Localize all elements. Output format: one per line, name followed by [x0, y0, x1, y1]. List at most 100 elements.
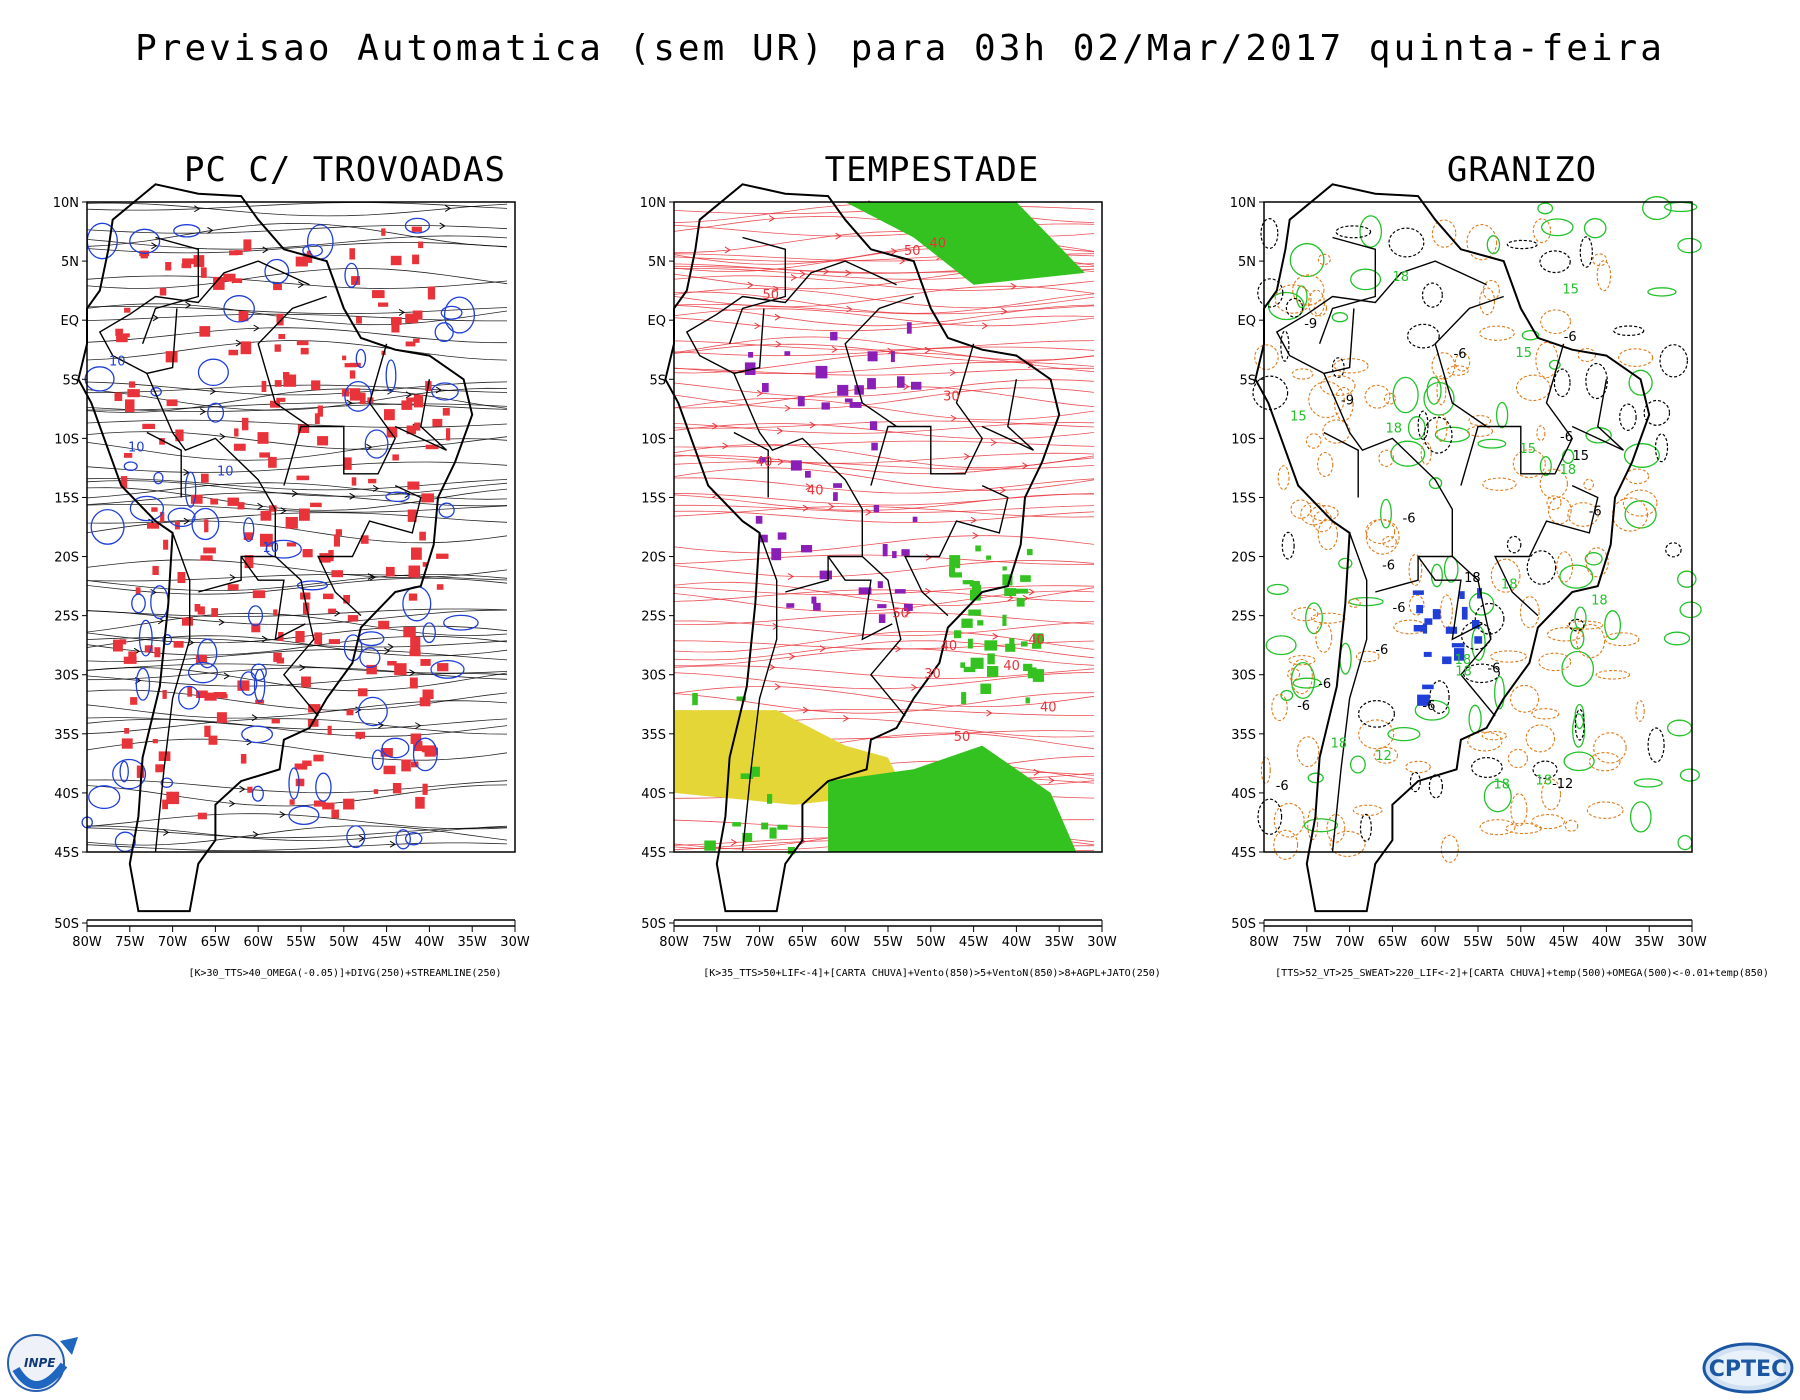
contour	[1525, 724, 1556, 753]
shaded-cell	[755, 515, 763, 524]
country-border	[741, 532, 778, 853]
shaded-cell	[276, 657, 285, 664]
streamline-arrow	[291, 490, 299, 497]
shaded-cell	[165, 351, 178, 363]
shaded-cell	[227, 497, 239, 506]
streamline	[673, 454, 1095, 475]
lat-label: 5N	[61, 255, 79, 270]
contour	[1274, 284, 1312, 314]
contour	[1466, 224, 1498, 261]
shaded-cell	[268, 456, 277, 468]
shaded-cell	[384, 409, 395, 421]
country-border	[844, 295, 914, 428]
shaded-cell	[410, 636, 421, 650]
shaded-cell	[317, 436, 329, 446]
contour	[1521, 329, 1540, 341]
streamline	[673, 492, 1095, 506]
contour	[1541, 778, 1562, 811]
shaded-cell	[273, 652, 282, 662]
contour	[1440, 594, 1453, 629]
lat-label: 5N	[1238, 255, 1256, 270]
contour-label: 40	[1003, 659, 1020, 674]
lat-label: 10N	[1230, 196, 1256, 211]
streamline	[86, 503, 508, 513]
shaded-cell	[152, 739, 158, 744]
contour	[1531, 814, 1565, 830]
shaded-cell	[446, 428, 451, 441]
contour	[1586, 801, 1624, 819]
shaded-cell	[197, 812, 207, 820]
country-border	[1493, 484, 1599, 617]
contour	[1373, 746, 1399, 764]
streamline	[86, 268, 508, 289]
streamline	[86, 825, 508, 846]
contour	[1428, 774, 1443, 799]
contour	[1423, 416, 1453, 454]
shaded-cell	[975, 545, 981, 552]
contour	[1267, 291, 1305, 321]
shaded-cell	[147, 522, 160, 529]
shaded-cell	[436, 584, 444, 590]
shaded-cell	[409, 677, 418, 689]
contour	[1583, 218, 1607, 239]
shaded-cell	[401, 759, 411, 772]
streamline-arrow	[835, 232, 842, 240]
streamline-arrow	[972, 532, 979, 540]
panel-caption: [K>30_TTS>40_OMEGA(-0.05)]+DIVG(250)+STR…	[188, 968, 502, 979]
streamline	[673, 379, 1095, 398]
contour	[1563, 751, 1595, 772]
contour	[404, 831, 423, 846]
streamline-arrow	[355, 706, 362, 714]
streamline	[673, 589, 1095, 602]
streamline-arrow	[950, 414, 957, 422]
shaded-cell	[358, 688, 368, 697]
shaded-cell	[227, 584, 239, 591]
shaded-cell	[195, 654, 207, 664]
contour-label: 18	[1501, 578, 1518, 593]
streamline-arrow	[970, 516, 977, 524]
contour	[1289, 243, 1325, 278]
streamline-arrow	[828, 503, 835, 511]
contour	[1431, 352, 1456, 380]
contour-label: -9	[1304, 317, 1317, 332]
shaded-cell	[174, 521, 180, 530]
streamline-arrow	[262, 246, 269, 254]
shaded-cell	[360, 535, 369, 544]
lat-label: 20S	[1231, 551, 1256, 566]
country-border	[733, 431, 769, 498]
contour-label: 18	[1455, 653, 1472, 668]
streamline	[86, 813, 508, 830]
shaded-cell	[197, 606, 205, 615]
streamline	[86, 327, 508, 344]
shaded-cell	[234, 250, 243, 255]
contour	[1568, 618, 1585, 632]
contour	[1604, 632, 1640, 647]
shaded-cell	[144, 645, 153, 653]
contour	[355, 348, 367, 369]
contour	[1677, 570, 1697, 588]
shaded-cell	[124, 728, 130, 734]
lat-label: 25S	[1231, 610, 1256, 625]
contour	[443, 614, 479, 631]
shaded-cell	[777, 532, 787, 540]
contour-label: -6	[1422, 699, 1435, 714]
contour	[1430, 563, 1443, 588]
contour	[1359, 215, 1383, 248]
shaded-cell	[436, 553, 449, 559]
shaded-cell	[286, 542, 297, 547]
shaded-cell	[408, 565, 421, 578]
contour	[1593, 732, 1627, 764]
contour	[402, 585, 432, 622]
green-region	[828, 745, 1077, 852]
shaded-cell	[310, 502, 322, 508]
shaded-cell	[199, 326, 211, 337]
country-border	[316, 484, 422, 617]
shaded-cell	[251, 623, 261, 633]
contour	[1643, 399, 1671, 426]
shaded-cell	[333, 534, 340, 547]
shaded-cell	[124, 333, 130, 338]
country-border	[1571, 379, 1624, 451]
shaded-cell	[968, 638, 973, 649]
contour	[1273, 802, 1305, 838]
shaded-cell	[442, 408, 450, 416]
